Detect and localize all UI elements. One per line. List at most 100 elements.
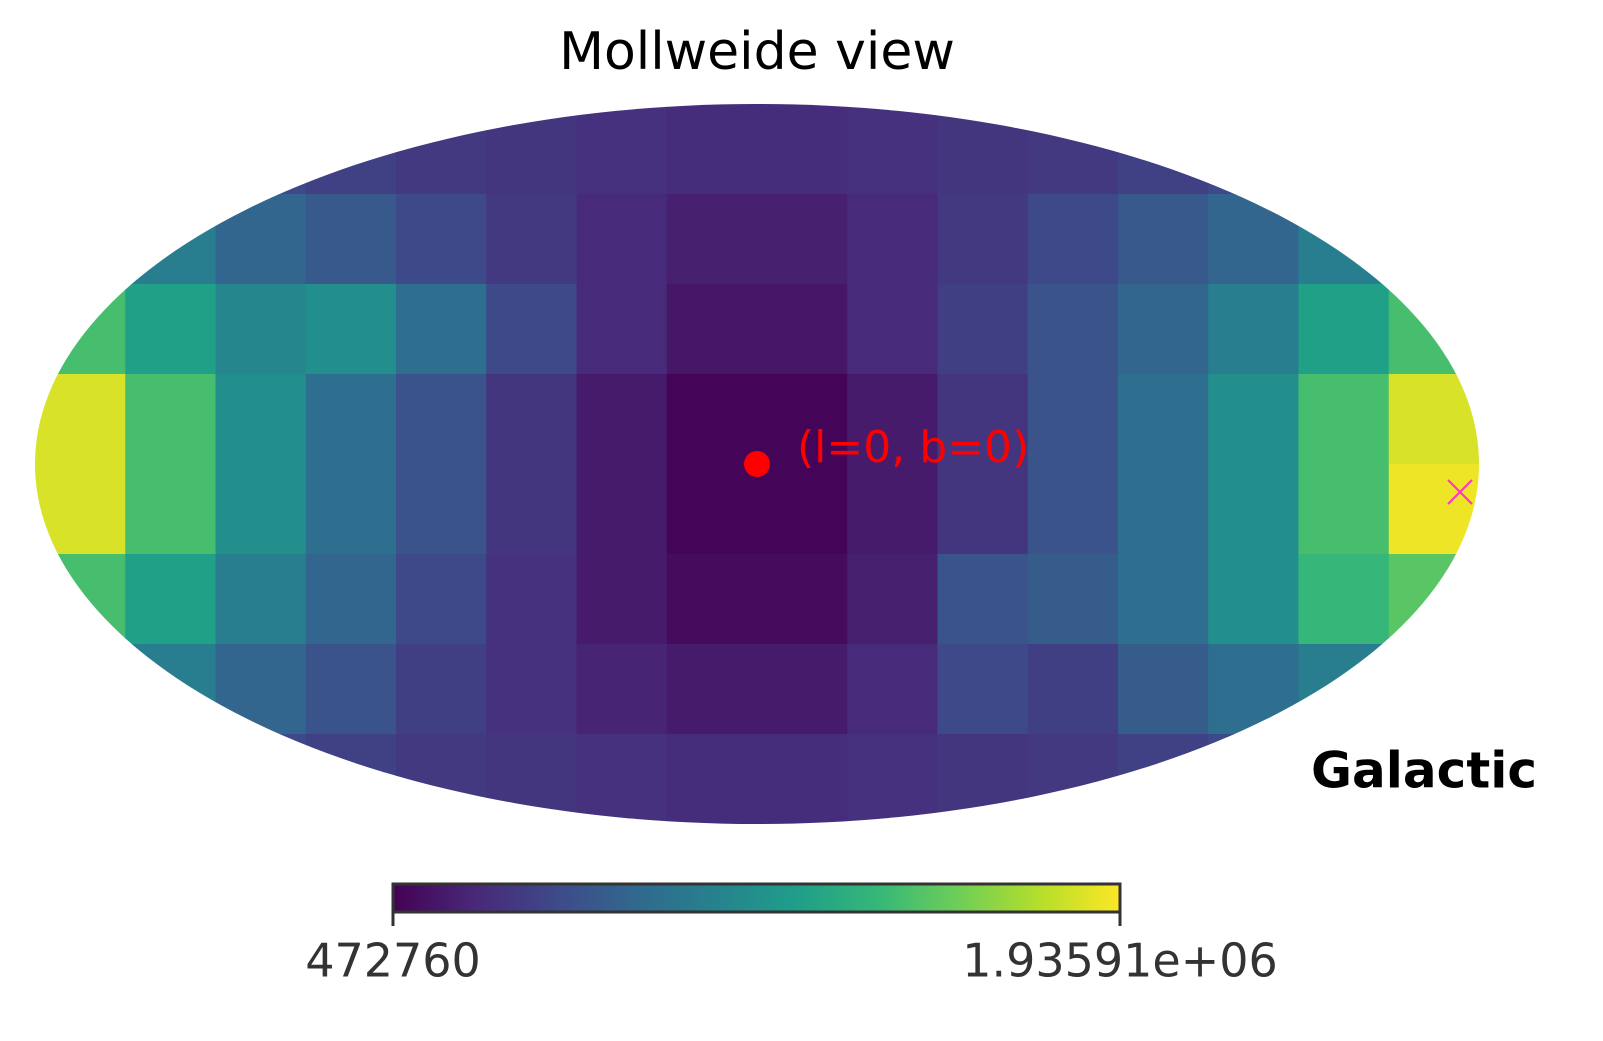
map-cell — [1027, 554, 1119, 645]
map-cell — [396, 284, 488, 375]
map-cell — [1208, 374, 1300, 465]
map-cell — [35, 104, 127, 195]
map-cell — [1298, 644, 1390, 735]
map-cell — [847, 104, 939, 195]
map-cell — [215, 464, 307, 555]
map-cell — [1298, 374, 1390, 465]
tick-label: 1.93591e+06 — [962, 934, 1278, 988]
map-cell — [396, 734, 488, 824]
map-cell — [1027, 374, 1119, 465]
map-cell — [576, 644, 668, 735]
map-cell — [215, 194, 307, 285]
map-cell — [486, 644, 578, 735]
map-cell — [1208, 284, 1300, 375]
map-cell — [486, 194, 578, 285]
map-cell — [757, 284, 849, 375]
sky-map — [35, 104, 1479, 824]
map-cell — [1208, 734, 1300, 824]
map-cell — [486, 464, 578, 555]
map-cell — [576, 104, 668, 195]
map-cell — [125, 194, 217, 285]
map-cell — [666, 734, 758, 824]
map-cell — [486, 284, 578, 375]
map-cell — [305, 734, 397, 824]
map-cell — [1027, 104, 1119, 195]
map-cell — [486, 554, 578, 645]
map-cell — [1118, 554, 1210, 645]
map-cell — [1118, 464, 1210, 555]
map-cell — [396, 104, 488, 195]
map-cell — [1027, 464, 1119, 555]
map-cell — [937, 644, 1029, 735]
map-cell — [666, 464, 758, 555]
map-cell — [576, 284, 668, 375]
colorbar-ticks: 472760 1.93591e+06 — [305, 912, 1278, 988]
map-cell — [576, 194, 668, 285]
map-cell — [396, 194, 488, 285]
map-cell — [35, 554, 127, 645]
map-cell — [847, 464, 939, 555]
map-cell — [576, 554, 668, 645]
map-cell — [666, 194, 758, 285]
map-cell — [305, 194, 397, 285]
annotation: (l=0, b=0) — [797, 422, 1029, 473]
map-cell — [305, 374, 397, 465]
map-cell — [847, 374, 939, 465]
map-cell — [35, 464, 127, 555]
map-cell — [1388, 554, 1479, 645]
map-cell — [1208, 194, 1300, 285]
map-cell — [125, 374, 217, 465]
map-cell — [486, 734, 578, 824]
map-cell — [937, 374, 1029, 465]
map-cell — [937, 104, 1029, 195]
map-cell — [757, 194, 849, 285]
map-cell — [35, 734, 127, 824]
map-cell — [666, 374, 758, 465]
map-cell — [1388, 194, 1479, 285]
map-cell — [1388, 644, 1479, 735]
map-cell — [125, 554, 217, 645]
map-cell — [125, 464, 217, 555]
map-cell — [1208, 464, 1300, 555]
map-cell — [666, 104, 758, 195]
map-cell — [757, 734, 849, 824]
map-cell — [305, 554, 397, 645]
map-cell — [215, 284, 307, 375]
map-cell — [35, 644, 127, 735]
map-cell — [1118, 734, 1210, 824]
map-cell — [666, 284, 758, 375]
map-cell — [847, 644, 939, 735]
map-cell — [35, 194, 127, 285]
map-cell — [847, 194, 939, 285]
map-cell — [757, 644, 849, 735]
map-cell — [576, 734, 668, 824]
map-cell — [396, 554, 488, 645]
map-cell — [937, 194, 1029, 285]
map-cell — [215, 554, 307, 645]
map-cell — [215, 374, 307, 465]
map-cell — [1027, 734, 1119, 824]
map-cell — [757, 104, 849, 195]
map-cell — [1298, 464, 1390, 555]
map-cell — [215, 644, 307, 735]
map-cell — [576, 374, 668, 465]
map-cell — [1388, 104, 1479, 195]
map-cell — [125, 734, 217, 824]
map-cell — [1118, 104, 1210, 195]
map-cell — [1298, 284, 1390, 375]
map-cell — [666, 644, 758, 735]
map-cell — [847, 734, 939, 824]
map-cell — [937, 554, 1029, 645]
map-cell — [1118, 194, 1210, 285]
map-cell — [1118, 644, 1210, 735]
map-cell — [757, 374, 849, 465]
map-cell — [666, 554, 758, 645]
map-cell — [35, 284, 127, 375]
map-cell — [1298, 194, 1390, 285]
map-cell — [1118, 284, 1210, 375]
map-cell — [847, 554, 939, 645]
map-cell — [757, 554, 849, 645]
map-cell — [1027, 284, 1119, 375]
map-cell — [1298, 104, 1390, 195]
